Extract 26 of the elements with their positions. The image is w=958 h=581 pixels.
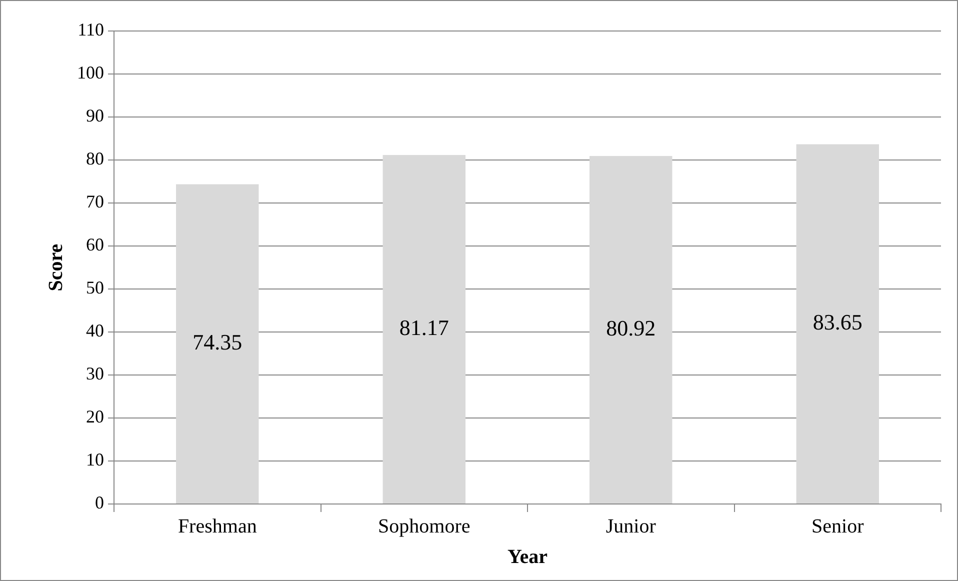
x-tick-label: Freshman (178, 515, 257, 538)
bar (796, 144, 879, 504)
y-tick-label: 40 (86, 320, 104, 341)
data-label: 83.65 (812, 310, 862, 335)
data-label: 80.92 (606, 316, 656, 341)
y-tick-label: 10 (86, 450, 104, 470)
y-axis-title: Score (45, 244, 68, 292)
x-tick-label: Junior (606, 515, 656, 538)
x-tick-label: Sophomore (378, 515, 470, 538)
y-tick-label: 30 (86, 364, 104, 384)
y-tick-label: 20 (86, 406, 104, 427)
y-tick-label: 100 (77, 62, 104, 83)
data-label: 74.35 (192, 330, 242, 355)
y-tick-label: 110 (78, 20, 104, 40)
data-label: 81.17 (399, 315, 449, 340)
x-tick-label: Senior (812, 515, 864, 538)
y-tick-label: 0 (95, 492, 104, 513)
y-tick-label: 60 (86, 234, 104, 255)
x-axis-title: Year (508, 546, 548, 568)
y-tick-label: 50 (86, 278, 104, 298)
y-tick-label: 90 (86, 106, 104, 126)
y-tick-label: 70 (86, 192, 104, 212)
bar (176, 184, 259, 504)
bar (590, 156, 672, 504)
bar (382, 154, 466, 504)
y-tick-label: 80 (86, 148, 104, 169)
